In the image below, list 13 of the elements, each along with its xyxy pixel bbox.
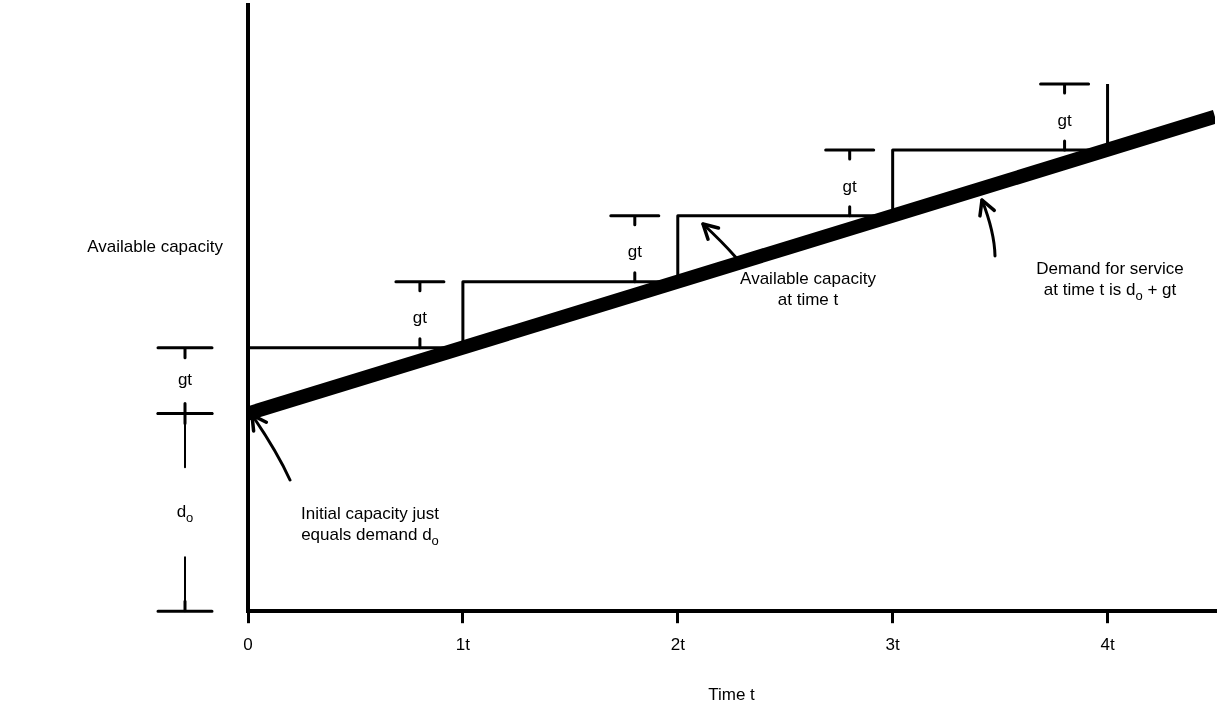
annotation: gt bbox=[627, 242, 643, 262]
x-tick-label: 3t bbox=[885, 635, 901, 655]
x-tick-label: 2t bbox=[670, 635, 686, 655]
annotation: Available capacity at time t bbox=[740, 269, 877, 310]
annotation: gt bbox=[412, 308, 428, 328]
annotation: gt bbox=[1057, 110, 1072, 130]
x-axis-title: Time t bbox=[708, 685, 756, 705]
text: gt bbox=[177, 370, 193, 390]
y-axis-title: Available capacity bbox=[87, 237, 224, 257]
x-tick-label: 1t bbox=[455, 635, 471, 655]
annotation: gt bbox=[842, 176, 858, 196]
x-tick-label: 4t bbox=[1100, 635, 1115, 655]
x-tick-label: 0 bbox=[243, 635, 253, 655]
